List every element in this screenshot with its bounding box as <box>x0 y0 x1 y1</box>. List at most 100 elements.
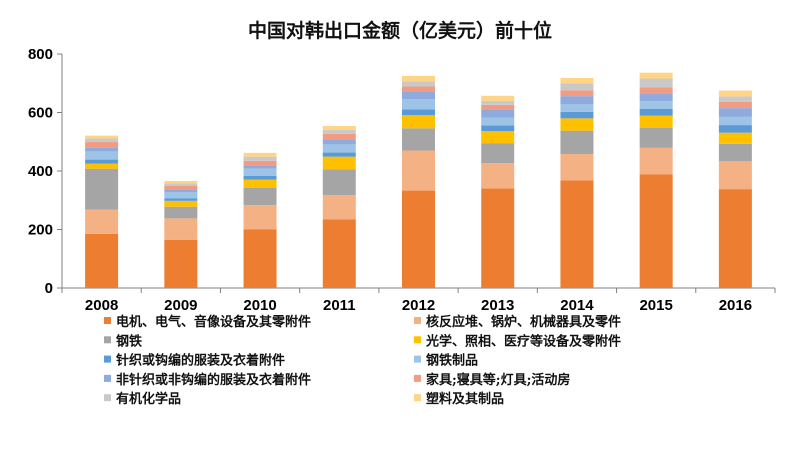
legend-item: 有机化学品 <box>104 391 181 407</box>
bar-segment-3 <box>164 200 198 207</box>
bar-segment-6 <box>481 109 515 118</box>
bar-segment-0 <box>402 190 435 288</box>
bar-stack-2016 <box>718 90 752 288</box>
bar-segment-0 <box>481 188 515 288</box>
legend-label: 光学、照相、医疗等设备及零附件 <box>425 333 621 349</box>
bar-segment-4 <box>718 125 752 133</box>
y-tick-label: 200 <box>28 222 53 239</box>
chart-title: 中国对韩出口金额（亿美元）前十位 <box>248 19 552 42</box>
bar-segment-9 <box>560 77 594 84</box>
bar-segment-2 <box>164 206 198 219</box>
bar-segment-2 <box>402 128 435 151</box>
bar-segment-2 <box>718 143 752 162</box>
bar-segment-8 <box>164 183 198 186</box>
legend-item: 家具;寝具等;灯具;活动房 <box>414 372 570 388</box>
legend-label: 家具;寝具等;灯具;活动房 <box>426 372 570 388</box>
legend-swatch <box>104 336 111 344</box>
bar-segment-9 <box>639 72 673 79</box>
legend-item: 钢铁制品 <box>414 353 478 369</box>
legend-swatch <box>414 355 421 363</box>
bar-segment-0 <box>322 219 356 288</box>
bar-stack-2015 <box>639 72 673 288</box>
bar-segment-5 <box>164 192 198 199</box>
x-axis: 2008 2009 2010 2011 2012 2013 2014 2015 2016 <box>61 287 776 314</box>
bar-segment-6 <box>243 165 277 169</box>
bar-segment-0 <box>718 189 752 288</box>
legend-label: 钢铁 <box>116 333 142 349</box>
bar-segment-9 <box>718 90 752 97</box>
bar-stack-2009 <box>164 180 198 288</box>
bar-segment-2 <box>243 187 277 206</box>
bar-segment-4 <box>560 111 594 119</box>
legend-swatch <box>104 374 111 382</box>
bar-segment-2 <box>560 130 594 155</box>
bar-segment-7 <box>85 142 119 148</box>
bar-segment-9 <box>164 180 198 184</box>
bar-segment-2 <box>481 143 515 164</box>
bar-segment-1 <box>639 147 673 175</box>
y-tick-label: 800 <box>28 46 53 63</box>
legend-label: 塑料及其制品 <box>426 391 504 407</box>
bar-segment-3 <box>322 156 356 170</box>
legend-swatch <box>414 374 421 382</box>
bar-stack-2010 <box>243 152 277 288</box>
bar-segment-3 <box>85 163 119 169</box>
x-tick-label: 2009 <box>164 297 197 314</box>
legend-label: 非针织或非钩编的服装及衣着附件 <box>116 372 311 388</box>
bar-segment-5 <box>639 101 673 109</box>
legend-item: 电机、电气、音像设备及其零附件 <box>104 314 311 330</box>
bar-segment-4 <box>85 159 119 164</box>
bar-segment-3 <box>718 132 752 144</box>
x-tick-label: 2015 <box>639 297 672 314</box>
bar-segment-4 <box>243 175 277 180</box>
bar-segment-0 <box>243 229 277 288</box>
bar-segment-6 <box>402 91 435 100</box>
bar-segment-0 <box>164 239 198 288</box>
bar-segment-1 <box>322 194 356 220</box>
bar-segment-7 <box>322 133 356 140</box>
bar-segment-4 <box>322 152 356 157</box>
legend-swatch <box>104 394 111 402</box>
bar-segment-9 <box>322 125 356 131</box>
bar-segment-8 <box>718 96 752 102</box>
bar-segment-0 <box>639 174 673 288</box>
bar-segment-4 <box>481 125 515 132</box>
bar-segment-8 <box>322 130 356 134</box>
bar-segment-8 <box>402 81 435 87</box>
bar-segment-2 <box>322 169 356 195</box>
bar-segment-6 <box>560 96 594 105</box>
bar-segment-5 <box>718 116 752 126</box>
bar-segment-7 <box>481 104 515 110</box>
bar-segment-6 <box>164 189 198 193</box>
bar-stack-2011 <box>322 125 356 288</box>
bar-segment-0 <box>560 180 594 288</box>
legend-item: 钢铁 <box>104 333 142 349</box>
y-tick-label: 0 <box>45 280 53 297</box>
bar-segment-3 <box>560 118 594 131</box>
bar-segment-9 <box>481 95 515 101</box>
bar-segment-8 <box>243 156 277 161</box>
legend-swatch <box>414 336 421 344</box>
x-tick-label: 2014 <box>560 297 594 314</box>
y-axis: 0 200 400 600 800 <box>28 46 63 297</box>
bar-segment-7 <box>560 90 594 97</box>
bar-segment-1 <box>560 154 594 181</box>
legend-item: 针织或钩编的服装及衣着附件 <box>104 353 285 369</box>
bar-segment-1 <box>402 150 435 191</box>
bar-segment-6 <box>322 139 356 145</box>
legend-item: 塑料及其制品 <box>414 391 504 407</box>
bar-segment-8 <box>560 83 594 91</box>
bar-segment-6 <box>639 93 673 102</box>
x-tick-label: 2012 <box>402 297 435 314</box>
bar-segment-7 <box>718 101 752 109</box>
legend-label: 有机化学品 <box>116 391 181 407</box>
bar-segment-7 <box>164 185 198 190</box>
bar-segment-6 <box>718 108 752 117</box>
y-tick-label: 600 <box>28 105 53 122</box>
bar-segment-9 <box>85 135 119 139</box>
bar-segment-8 <box>639 78 673 88</box>
bar-segment-6 <box>85 147 119 152</box>
bar-segment-5 <box>402 99 435 110</box>
legend-label: 电机、电气、音像设备及其零附件 <box>116 314 311 330</box>
